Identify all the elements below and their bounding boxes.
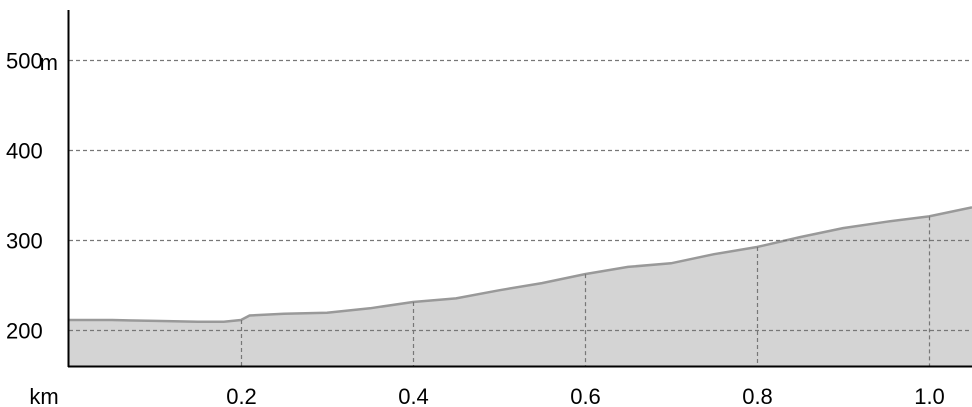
x-tick-label-0.2: 0.2 — [226, 384, 257, 407]
x-axis-unit-label: km — [29, 384, 58, 407]
x-tick-label-0.6: 0.6 — [570, 384, 601, 407]
y-tick-label-200: 200 — [6, 319, 43, 344]
y-tick-label-300: 300 — [6, 229, 43, 254]
y-tick-label-500: 500 — [6, 49, 43, 74]
x-tick-label-1.0: 1.0 — [914, 384, 945, 407]
y-tick-label-400: 400 — [6, 139, 43, 164]
x-tick-label-0.8: 0.8 — [742, 384, 773, 407]
y-axis-unit-label: m — [40, 50, 58, 75]
x-tick-label-0.4: 0.4 — [398, 384, 429, 407]
elevation-line — [69, 206, 972, 324]
